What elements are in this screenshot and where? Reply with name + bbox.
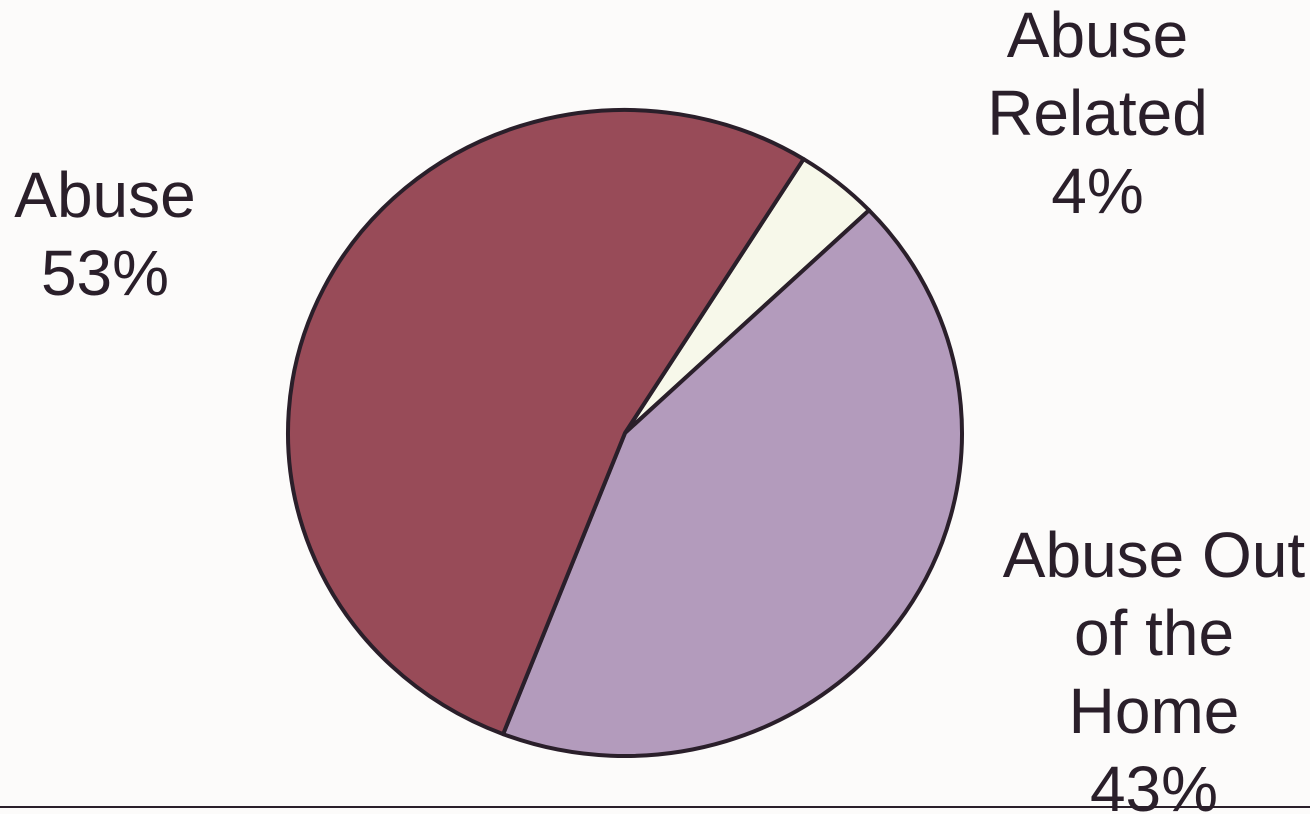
slice-label-abuse-out-of-the-home-line-2: of the xyxy=(1073,597,1235,669)
bottom-rule xyxy=(0,806,1310,808)
slice-label-abuse-out-of-the-home-line-3: Home xyxy=(1068,675,1240,747)
slice-label-abuse-related-line-2: Related xyxy=(987,77,1208,149)
slice-label-abuse-out-of-the-home-line-1: Abuse Out xyxy=(1002,519,1306,591)
slice-label-abuse: Abuse 53% xyxy=(10,156,200,312)
slice-label-abuse-related-line-3: 4% xyxy=(1051,155,1144,227)
slice-label-abuse-line-1: Abuse xyxy=(14,159,196,231)
pie-slice-abuse xyxy=(286,108,806,737)
slice-label-abuse-related-line-1: Abuse xyxy=(1006,0,1189,71)
slice-label-abuse-related: Abuse Related 4% xyxy=(980,0,1215,230)
slice-label-abuse-out-of-the-home-line-4: 43% xyxy=(1089,753,1219,814)
slice-label-abuse-out-of-the-home: Abuse Out of the Home 43% xyxy=(1000,516,1308,814)
slice-label-abuse-line-2: 53% xyxy=(40,237,170,309)
pie-slice-abuse-out-of-the-home xyxy=(501,208,964,758)
